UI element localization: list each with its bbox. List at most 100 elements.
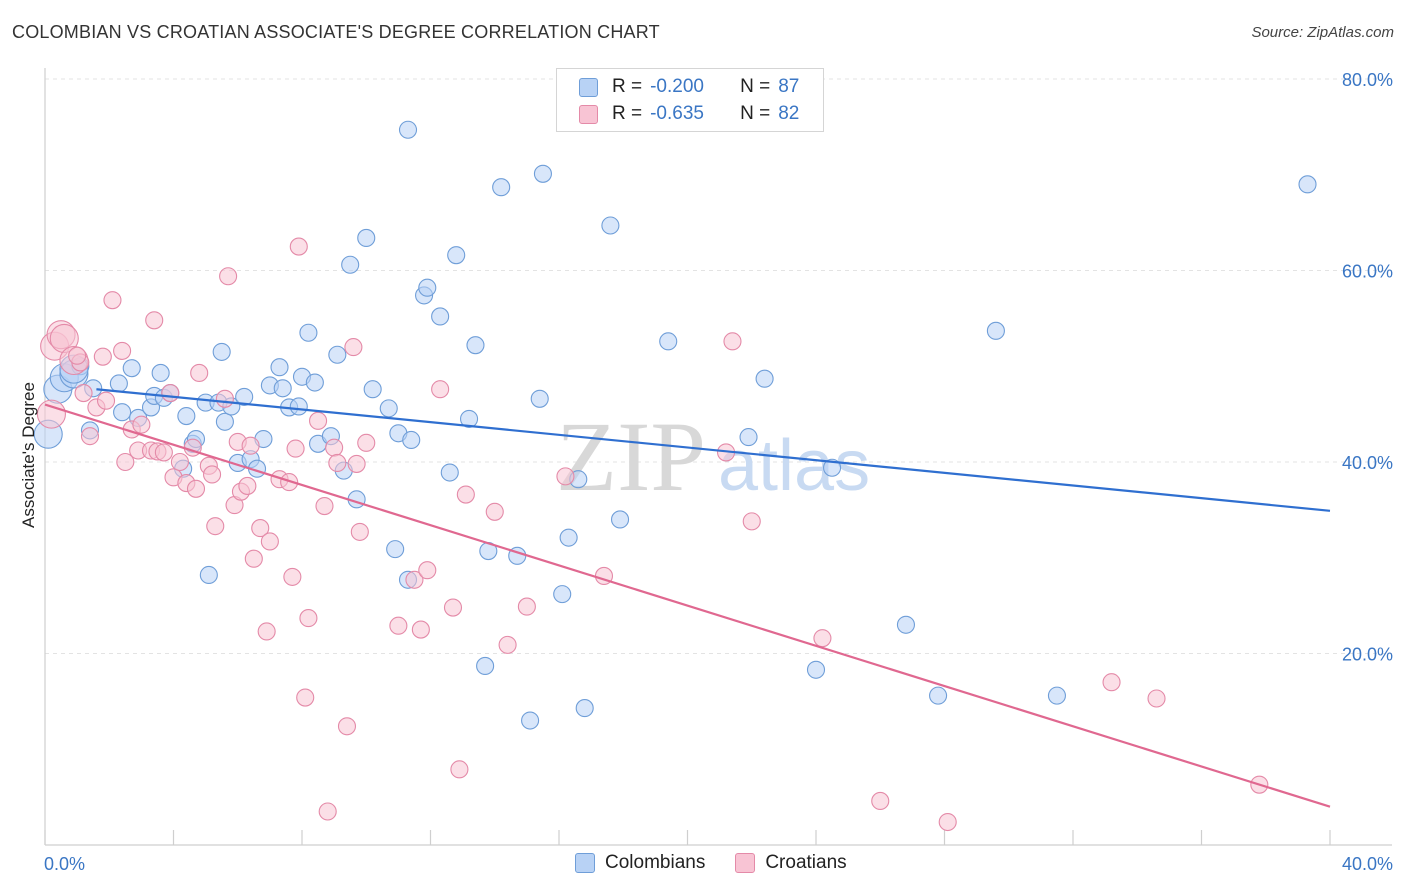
series-legend: Colombians Croatians: [575, 852, 877, 874]
data-point: [431, 380, 450, 399]
data-point: [286, 439, 305, 458]
data-point: [459, 409, 479, 428]
data-point: [289, 237, 308, 256]
data-point: [270, 358, 289, 377]
colombians-legend-label: Colombians: [605, 852, 706, 873]
data-point: [132, 415, 151, 434]
data-point: [755, 369, 774, 388]
data-point: [299, 323, 318, 342]
data-point: [806, 660, 826, 679]
x-tick-label: 40.0%: [1342, 854, 1393, 874]
colombians-swatch: [579, 77, 598, 97]
data-point: [219, 267, 238, 286]
data-point: [986, 321, 1005, 340]
data-point: [357, 433, 376, 452]
data-point: [1298, 175, 1317, 194]
croatians-swatch: [579, 104, 598, 124]
data-point: [466, 336, 485, 355]
legend-item-colombians[interactable]: Colombians: [575, 852, 705, 874]
watermark-zip: ZIP: [556, 401, 706, 512]
chart-title: COLOMBIAN VS CROATIAN ASSOCIATE'S DEGREE…: [12, 22, 660, 42]
source-label: Source: ZipAtlas.com: [1251, 24, 1394, 41]
data-point: [350, 522, 369, 541]
data-point: [273, 379, 292, 398]
data-point: [418, 561, 437, 580]
data-point: [411, 620, 430, 639]
data-point: [896, 615, 916, 634]
data-point: [533, 164, 552, 183]
data-point: [296, 688, 315, 707]
data-point: [402, 430, 421, 450]
croatians-legend-label: Croatians: [765, 852, 847, 873]
data-point: [559, 528, 578, 547]
data-point: [723, 332, 742, 351]
data-point: [521, 711, 540, 730]
data-point: [68, 346, 87, 365]
data-point: [337, 717, 357, 736]
data-point: [238, 476, 257, 495]
data-point: [325, 438, 344, 457]
data-point: [113, 403, 132, 422]
data-point: [93, 347, 112, 366]
data-point: [379, 399, 398, 418]
data-point: [122, 359, 141, 378]
data-point: [170, 452, 189, 472]
trend-line-colombians: [96, 388, 1331, 512]
legend-item-croatians[interactable]: Croatians: [735, 852, 847, 874]
data-point: [498, 635, 517, 654]
data-point: [1102, 673, 1121, 692]
data-point: [328, 453, 347, 473]
legend-n-label: N =: [740, 103, 771, 124]
y-tick-label: 20.0%: [1342, 645, 1393, 665]
data-point: [938, 812, 957, 832]
data-point: [289, 397, 308, 416]
data-point: [601, 216, 620, 235]
data-point: [151, 363, 170, 383]
data-point: [203, 465, 222, 484]
data-point: [363, 380, 382, 399]
data-point: [659, 332, 678, 351]
data-point: [440, 463, 459, 482]
legend-r-label: R =: [612, 103, 643, 124]
data-point: [485, 502, 504, 521]
data-point: [1147, 689, 1166, 708]
data-point: [739, 428, 758, 447]
data-point: [186, 479, 206, 498]
x-tick-label: 0.0%: [44, 854, 85, 874]
data-point: [389, 616, 408, 635]
data-point: [1047, 686, 1066, 705]
data-point: [315, 496, 334, 516]
data-point: [241, 436, 260, 455]
data-point: [109, 374, 128, 393]
data-point: [347, 454, 366, 473]
grid-lines: [45, 78, 1392, 654]
data-point: [405, 570, 424, 589]
data-point: [235, 387, 254, 406]
data-point: [199, 565, 218, 585]
data-point: [357, 228, 376, 247]
data-point: [318, 802, 337, 821]
data-point: [116, 452, 135, 472]
data-point: [517, 597, 536, 616]
data-point: [215, 389, 234, 408]
legend-r-value: -0.635: [650, 103, 704, 124]
data-point: [575, 699, 594, 718]
data-point: [341, 255, 360, 274]
data-point: [386, 540, 405, 559]
data-point: [206, 517, 225, 536]
trend-line-croatians: [44, 403, 1331, 808]
data-point: [476, 656, 495, 675]
data-point: [177, 406, 196, 426]
colombians-legend-swatch: [575, 853, 595, 873]
data-point: [96, 391, 116, 410]
data-point: [556, 467, 575, 486]
y-tick-label: 60.0%: [1342, 262, 1393, 282]
data-point: [212, 342, 231, 361]
data-point: [190, 363, 209, 383]
data-point: [871, 791, 890, 811]
legend-n-value: 87: [778, 76, 800, 97]
data-point: [431, 307, 450, 326]
data-point: [244, 549, 263, 568]
y-tick-label: 80.0%: [1342, 70, 1393, 90]
